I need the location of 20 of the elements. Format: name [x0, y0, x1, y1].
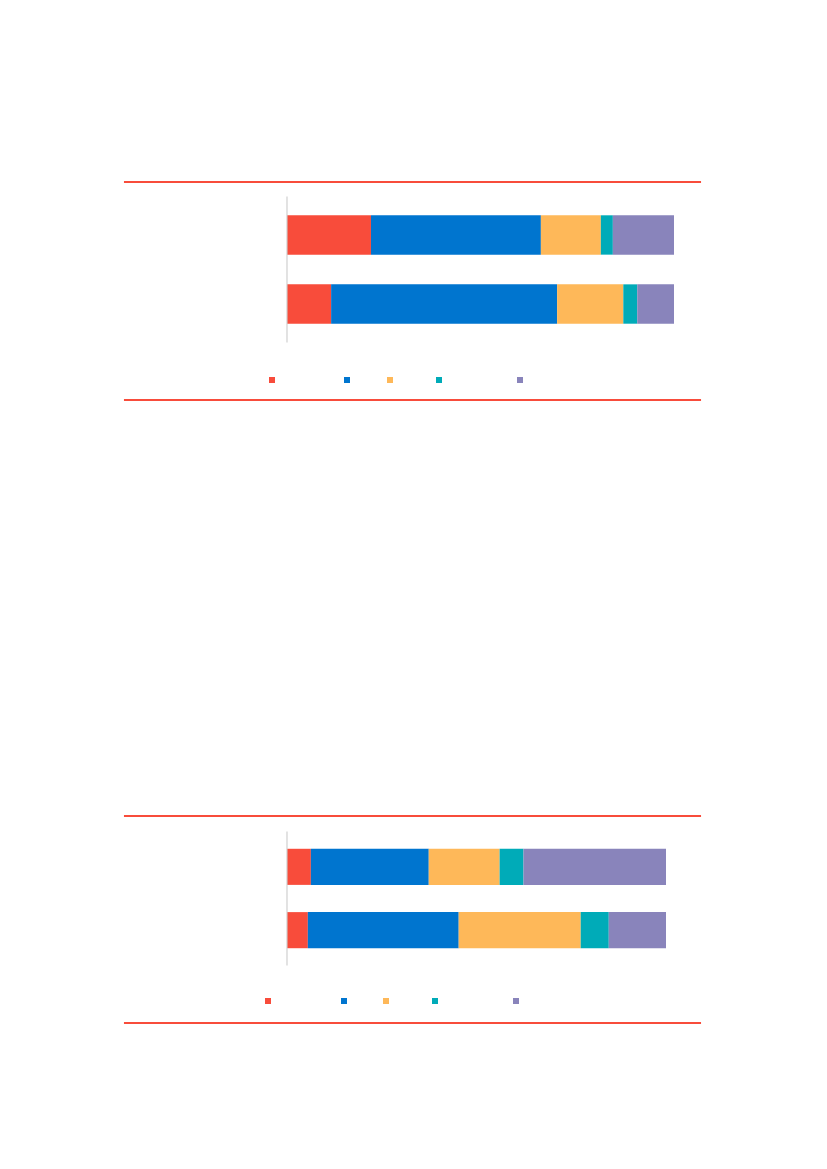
bar — [499, 848, 524, 885]
bar — [540, 215, 601, 255]
bar — [600, 215, 613, 255]
bar — [623, 284, 638, 324]
bar — [608, 912, 666, 949]
bar — [310, 848, 429, 885]
bar — [331, 284, 558, 324]
bar — [428, 848, 500, 885]
bar — [370, 215, 541, 255]
bar — [307, 912, 459, 949]
bar — [287, 848, 311, 885]
bar — [612, 215, 674, 255]
bar — [458, 912, 581, 949]
bar — [637, 284, 674, 324]
bar — [287, 912, 308, 949]
bar — [580, 912, 609, 949]
bar — [557, 284, 624, 324]
bar — [287, 284, 332, 324]
bar — [523, 848, 666, 885]
bar — [287, 215, 371, 255]
